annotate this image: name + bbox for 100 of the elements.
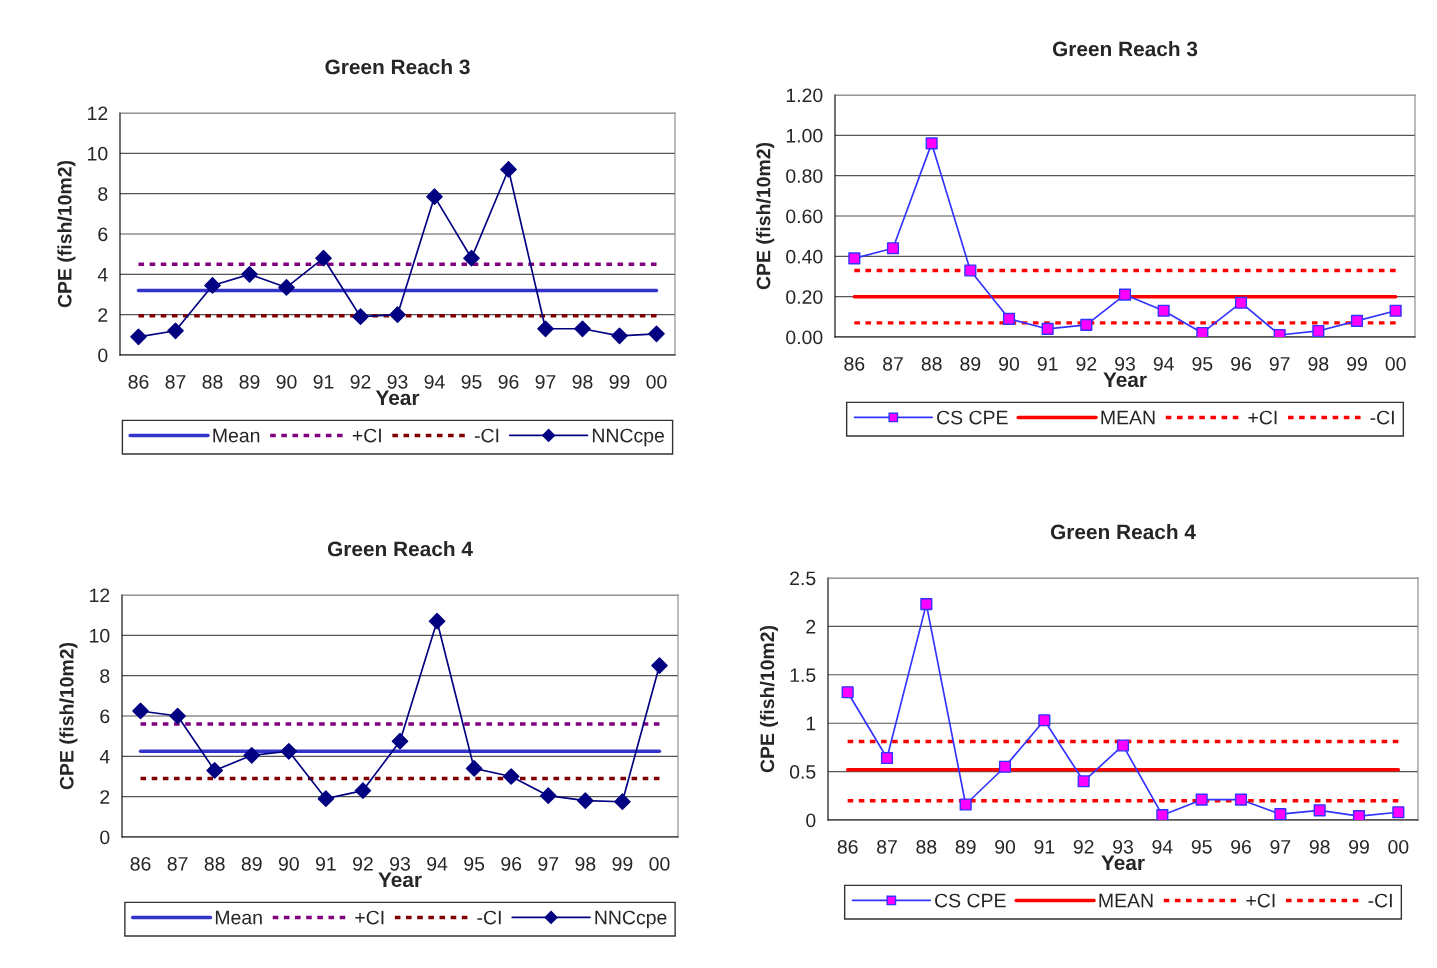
x-tick-label: 89	[239, 374, 260, 389]
x-tick-label: 98	[1309, 839, 1330, 854]
x-tick-label: 86	[837, 839, 858, 854]
point	[611, 327, 628, 345]
x-tick-label: 95	[464, 856, 485, 871]
chart-title: Green Reach 3	[325, 59, 470, 75]
x-tick-label: 87	[883, 356, 903, 371]
x-tick-label: 00	[646, 374, 667, 389]
x-tick-label: 00	[649, 856, 670, 871]
x-tick-label: 97	[535, 374, 556, 389]
x-axis-title: Year	[375, 390, 420, 406]
x-tick-label: 90	[995, 839, 1016, 854]
y-tick-label: 8	[98, 187, 108, 201]
chart-title: Green Reach 4	[1050, 524, 1196, 540]
y-axis-title: CPE (fish/10m2)	[57, 160, 76, 308]
legend-label: -CI	[474, 428, 499, 443]
x-tick-label: 87	[167, 856, 188, 871]
x-tick-label: 86	[128, 374, 149, 389]
x-tick-label: 93	[1115, 356, 1135, 371]
y-axis-title: CPE (fish/10m2)	[59, 642, 78, 790]
y-tick-label: 10	[90, 628, 110, 643]
y-axis-title: CPE (fish/10m2)	[759, 625, 779, 773]
legend-label: +CI	[352, 428, 381, 443]
point	[130, 328, 147, 346]
legend-label: CS CPE	[937, 410, 1008, 425]
x-tick-label: 93	[387, 374, 408, 389]
x-tick-label: 95	[461, 374, 482, 389]
point	[651, 657, 668, 674]
x-tick-label: 97	[1269, 356, 1290, 371]
x-tick-label: 92	[1076, 356, 1097, 371]
point	[577, 792, 594, 810]
x-tick-label: 86	[844, 356, 865, 371]
y-tick-label: 2.5	[790, 571, 816, 586]
point	[502, 768, 520, 785]
x-tick-label: 95	[1191, 839, 1212, 854]
x-tick-label: 88	[916, 839, 937, 854]
y-tick-label: 2	[806, 619, 816, 634]
y-tick-label: 12	[90, 588, 110, 603]
x-tick-label: 97	[538, 856, 559, 871]
point	[500, 161, 517, 178]
legend-label: NNCcpe	[592, 428, 664, 447]
y-tick-label: 8	[100, 669, 110, 683]
point	[574, 320, 591, 338]
y-tick-label: 0.80	[786, 169, 823, 183]
point	[243, 747, 261, 764]
y-tick-label: 4	[99, 750, 110, 764]
point	[648, 325, 665, 343]
legend-label: -CI	[1368, 893, 1392, 908]
y-tick-label: 6	[100, 709, 110, 724]
point	[537, 320, 554, 338]
x-tick-label: 94	[1153, 356, 1174, 371]
y-tick-label: 1.00	[786, 128, 823, 143]
x-tick-label: 94	[427, 856, 448, 871]
point	[463, 249, 480, 267]
y-tick-label: 0	[806, 813, 816, 828]
x-tick-label: 90	[276, 374, 297, 389]
point	[426, 188, 443, 205]
x-tick-label: 94	[424, 374, 445, 389]
point	[389, 306, 406, 323]
x-tick-label: 90	[278, 856, 299, 871]
point	[315, 249, 332, 267]
chart-title: Green Reach 3	[1052, 41, 1198, 57]
point	[391, 732, 409, 750]
point	[169, 707, 186, 725]
x-tick-label: 99	[609, 374, 630, 389]
point	[132, 702, 149, 720]
legend-label: MEAN	[1099, 893, 1153, 908]
point	[280, 742, 298, 760]
point	[465, 760, 483, 777]
y-tick-label: 1.20	[786, 88, 823, 103]
y-tick-label: 4	[97, 268, 108, 282]
x-tick-label: 91	[1034, 839, 1055, 854]
x-tick-label: 96	[1231, 356, 1251, 371]
x-tick-label: 96	[501, 856, 522, 871]
x-tick-label: 89	[241, 856, 262, 871]
legend-label: NNCcpe	[595, 910, 667, 929]
point	[278, 279, 295, 296]
y-axis-title: CPE (fish/10m2)	[756, 142, 775, 290]
x-tick-label: 91	[1037, 356, 1058, 371]
x-tick-label: 00	[1388, 839, 1409, 854]
x-tick-label: 92	[353, 856, 373, 871]
y-tick-label: 2	[100, 790, 110, 804]
x-tick-label: 89	[955, 839, 976, 854]
point	[167, 322, 184, 340]
x-tick-label: 88	[202, 374, 223, 389]
legend-label: CS CPE	[935, 893, 1006, 908]
y-tick-label: 0.40	[786, 249, 823, 264]
legend-label: Mean	[213, 428, 260, 443]
legend-label: -CI	[477, 910, 501, 925]
x-tick-label: 87	[877, 839, 897, 854]
x-tick-label: 96	[498, 374, 519, 389]
y-tick-label: 0	[100, 830, 110, 845]
x-tick-label: 96	[1231, 839, 1251, 854]
x-tick-label: 98	[1308, 356, 1329, 371]
x-tick-label: 93	[1113, 839, 1133, 854]
y-tick-label: 6	[98, 227, 108, 242]
x-tick-label: 89	[960, 356, 981, 371]
x-tick-label: 99	[1347, 356, 1367, 371]
y-tick-label: 12	[88, 106, 108, 121]
x-tick-label: 95	[1192, 356, 1213, 371]
